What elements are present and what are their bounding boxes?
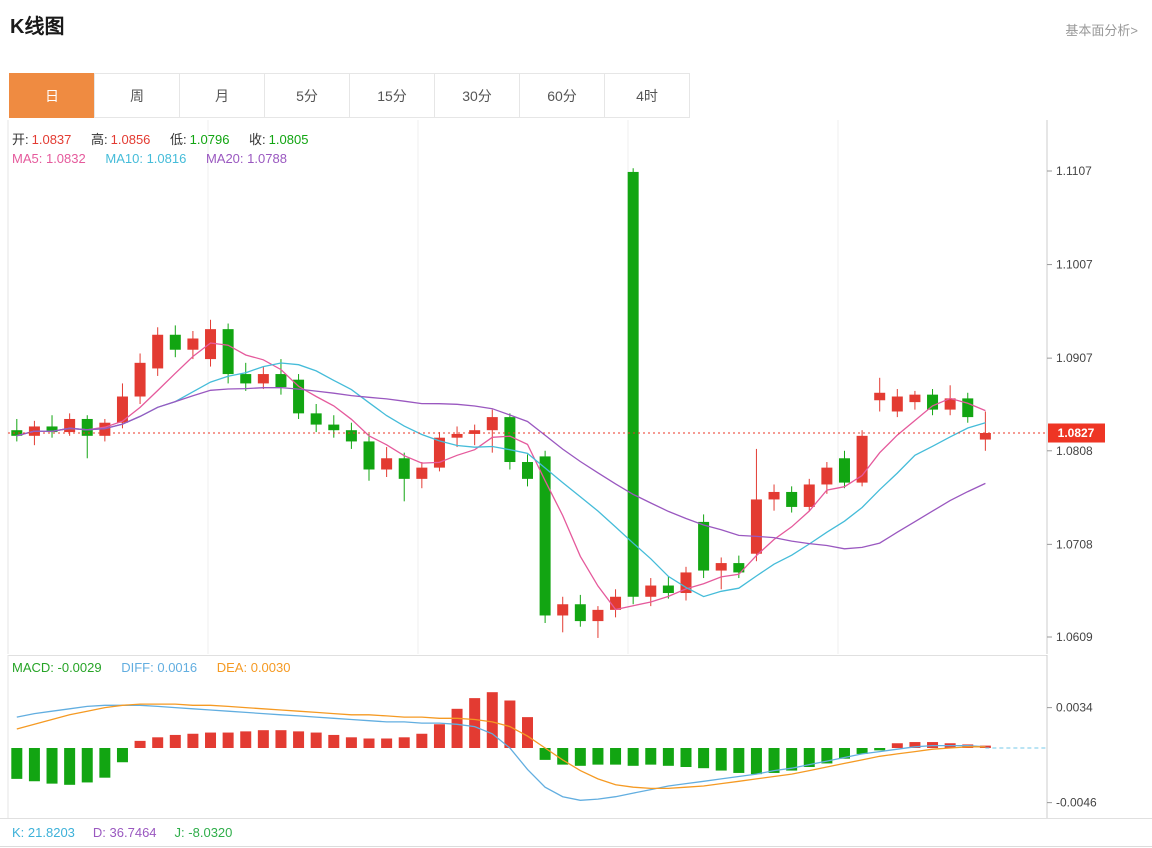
tab-4hour[interactable]: 4时 [604, 73, 690, 118]
ohlc-close: 收: 1.0805 [249, 132, 309, 147]
ohlc-high: 高: 1.0856 [91, 132, 151, 147]
macd-legend: MACD: -0.0029 DIFF: 0.0016 DEA: 0.0030 [12, 660, 306, 675]
fundamental-analysis-link[interactable]: 基本面分析> [1065, 23, 1138, 38]
svg-text:1.0827: 1.0827 [1058, 426, 1095, 440]
diff-value: DIFF: 0.0016 [121, 660, 198, 675]
macd-bars [11, 692, 991, 785]
macd-axis: 0.0034 -0.0046 [1047, 701, 1097, 810]
svg-text:1.0808: 1.0808 [1056, 444, 1093, 458]
kdj-k-value: K: 21.8203 [12, 825, 75, 840]
candles [11, 168, 991, 638]
page-title: K线图 [10, 16, 65, 38]
period-tabs: 日 周 月 5分 15分 30分 60分 4时 [9, 73, 690, 118]
candlestick-chart[interactable]: 1.1107 1.1007 1.0907 1.0808 1.0708 1.0609 1.08… [0, 120, 1152, 655]
ohlc-legend: 开: 1.0837 高: 1.0856 低: 1.0796 收: 1.0805 [12, 129, 324, 148]
kdj-legend: K: 21.8203 D: 36.7464 J: -8.0320 [0, 818, 1152, 847]
tab-month[interactable]: 月 [179, 73, 265, 118]
svg-text:1.0609: 1.0609 [1056, 630, 1093, 644]
svg-text:1.1107: 1.1107 [1056, 164, 1092, 178]
ohlc-open: 开: 1.0837 [12, 132, 72, 147]
ma-legend: MA5: 1.0832 MA10: 1.0816 MA20: 1.0788 [12, 151, 303, 166]
tab-5min[interactable]: 5分 [264, 73, 350, 118]
current-price-tag: 1.0827 [1048, 423, 1105, 443]
price-axis: 1.1107 1.1007 1.0907 1.0808 1.0708 1.0609 [1047, 164, 1093, 644]
ma-lines [16, 342, 986, 611]
macd-value: MACD: -0.0029 [12, 660, 102, 675]
svg-text:1.1007: 1.1007 [1056, 258, 1093, 272]
tab-week[interactable]: 周 [94, 73, 180, 118]
ohlc-low: 低: 1.0796 [170, 132, 230, 147]
tab-60min[interactable]: 60分 [519, 73, 605, 118]
kdj-d-value: D: 36.7464 [92, 825, 157, 840]
macd-chart[interactable]: 0.0034 -0.0046 [0, 655, 1152, 818]
ma5-legend: MA5: 1.0832 [12, 151, 86, 166]
svg-text:0.0034: 0.0034 [1056, 701, 1093, 715]
ma10-legend: MA10: 1.0816 [105, 151, 187, 166]
svg-text:-0.0046: -0.0046 [1056, 796, 1097, 810]
tab-15min[interactable]: 15分 [349, 73, 435, 118]
ma20-legend: MA20: 1.0788 [205, 151, 287, 166]
tab-day[interactable]: 日 [9, 73, 95, 118]
dea-value: DEA: 0.0030 [216, 660, 291, 675]
tab-30min[interactable]: 30分 [434, 73, 520, 118]
svg-text:1.0907: 1.0907 [1056, 351, 1093, 365]
grid [7, 120, 1048, 654]
macd-lines [16, 703, 986, 801]
svg-text:1.0708: 1.0708 [1056, 537, 1093, 551]
kdj-j-value: J: -8.0320 [174, 825, 233, 840]
